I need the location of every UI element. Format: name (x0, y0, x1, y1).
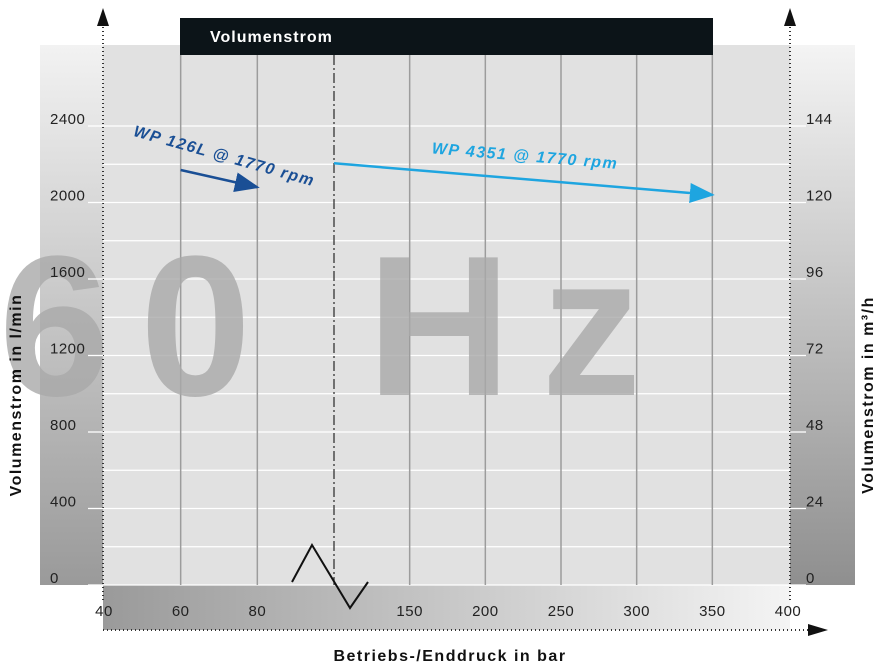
x-tick-label: 60 (172, 603, 190, 620)
y2-tick-label: 96 (806, 264, 824, 281)
x-tick-label: 150 (396, 603, 423, 620)
axis-break-symbol (291, 542, 369, 610)
right-axis-arrow (784, 8, 796, 26)
watermark: 60 Hz (0, 215, 671, 438)
x-axis-label: Betriebs-/Enddruck in bar (333, 648, 566, 665)
left-panel (40, 45, 103, 585)
series-line (180, 168, 260, 193)
y2-tick-label: 48 (806, 417, 824, 434)
series-line (333, 162, 715, 203)
y2-tick-label: 120 (806, 188, 833, 205)
y-tick-label: 0 (50, 570, 59, 587)
chart-title: Volumenstrom (210, 29, 333, 46)
y-tick-label: 800 (50, 417, 77, 434)
y-tick-label: 1200 (50, 341, 85, 358)
y2-tick-label: 24 (806, 494, 824, 511)
plot-area (103, 45, 790, 585)
y2-axis-label: Volumenstrom in m³/h (860, 296, 877, 494)
y-tick-label: 400 (50, 494, 77, 511)
x-axis-band (103, 585, 790, 630)
y-tick-label: 1600 (50, 264, 85, 281)
x-tick-label: 400 (775, 603, 802, 620)
y-tick-label: 2000 (50, 188, 85, 205)
x-tick-label: 350 (699, 603, 726, 620)
left-axis-arrow (97, 8, 109, 26)
y-tick-label: 2400 (50, 111, 85, 128)
grid (103, 55, 790, 586)
x-tick-label: 200 (472, 603, 499, 620)
x-tick-label: 250 (548, 603, 575, 620)
y-axis-label: Volumenstrom in l/min (8, 294, 25, 497)
y2-tick-label: 72 (806, 341, 824, 358)
x-axis-arrow (808, 624, 828, 636)
y2-tick-label: 0 (806, 570, 815, 587)
x-tick-label: 40 (95, 603, 113, 620)
x-tick-label: 300 (623, 603, 650, 620)
y2-tick-label: 144 (806, 111, 833, 128)
title-bar (180, 18, 713, 55)
x-tick-label: 80 (248, 603, 266, 620)
right-panel (790, 45, 855, 585)
